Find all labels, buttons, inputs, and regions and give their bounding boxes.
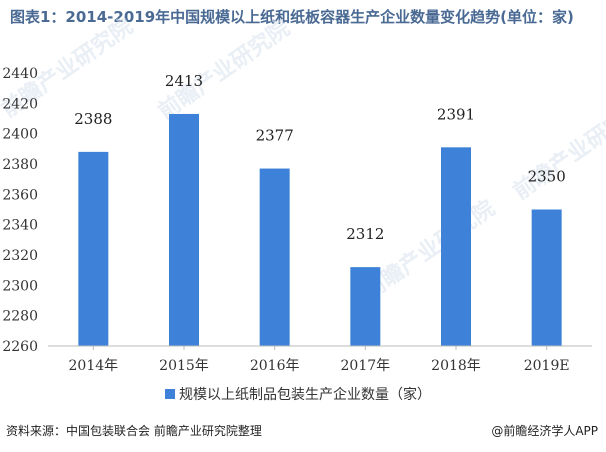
bar [531,209,562,346]
source-note: 资料来源：中国包装联合会 前瞻产业研究院整理 [6,424,262,438]
watermark: 前瞻产业研究院 [154,15,295,125]
data-label: 2312 [346,225,384,243]
bar [169,113,199,346]
data-label: 2377 [256,127,294,145]
bar [259,168,290,346]
y-tick-label: 2260 [2,339,38,355]
data-labels: 2388 2413 2377 2312 2391 2350 [74,72,566,243]
bars [78,113,562,346]
x-tick-label: 2018年 [431,358,481,374]
watermark: 前瞻产业研究院 [509,95,606,205]
bar [78,151,109,346]
credit-note: @前瞻经济学人APP [491,424,598,438]
bar [350,267,381,346]
x-tick-label: 2019E [524,358,570,374]
legend-swatch [165,389,175,399]
data-label: 2413 [165,72,203,90]
y-axis: 2260 2280 2300 2320 2340 2360 2380 2400 2420 2440 [2,66,38,355]
x-tick-label: 2014年 [69,358,119,374]
y-tick-label: 2400 [2,127,38,143]
x-tick-label: 2015年 [159,358,209,374]
x-tick-label: 2017年 [341,358,391,374]
y-tick-label: 2280 [2,309,38,325]
x-tick-label: 2016年 [250,358,300,374]
chart-title: 图表1：2014-2019年中国规模以上纸和纸板容器生产企业数量变化趋势(单位：… [10,8,574,26]
y-tick-label: 2440 [2,66,38,82]
data-label: 2350 [528,168,566,186]
data-label: 2388 [74,110,112,128]
y-tick-label: 2300 [2,278,38,294]
y-tick-label: 2320 [2,248,38,264]
data-label: 2391 [437,105,475,123]
y-tick-label: 2420 [2,96,38,112]
bar [441,147,471,346]
y-tick-label: 2360 [2,187,38,203]
y-tick-label: 2380 [2,157,38,173]
legend: 规模以上纸制品包装生产企业数量（家） [165,386,431,403]
x-axis: 2014年 2015年 2016年 2017年 2018年 2019E [48,345,592,374]
legend-label: 规模以上纸制品包装生产企业数量（家） [179,386,431,403]
y-tick-label: 2340 [2,218,38,234]
